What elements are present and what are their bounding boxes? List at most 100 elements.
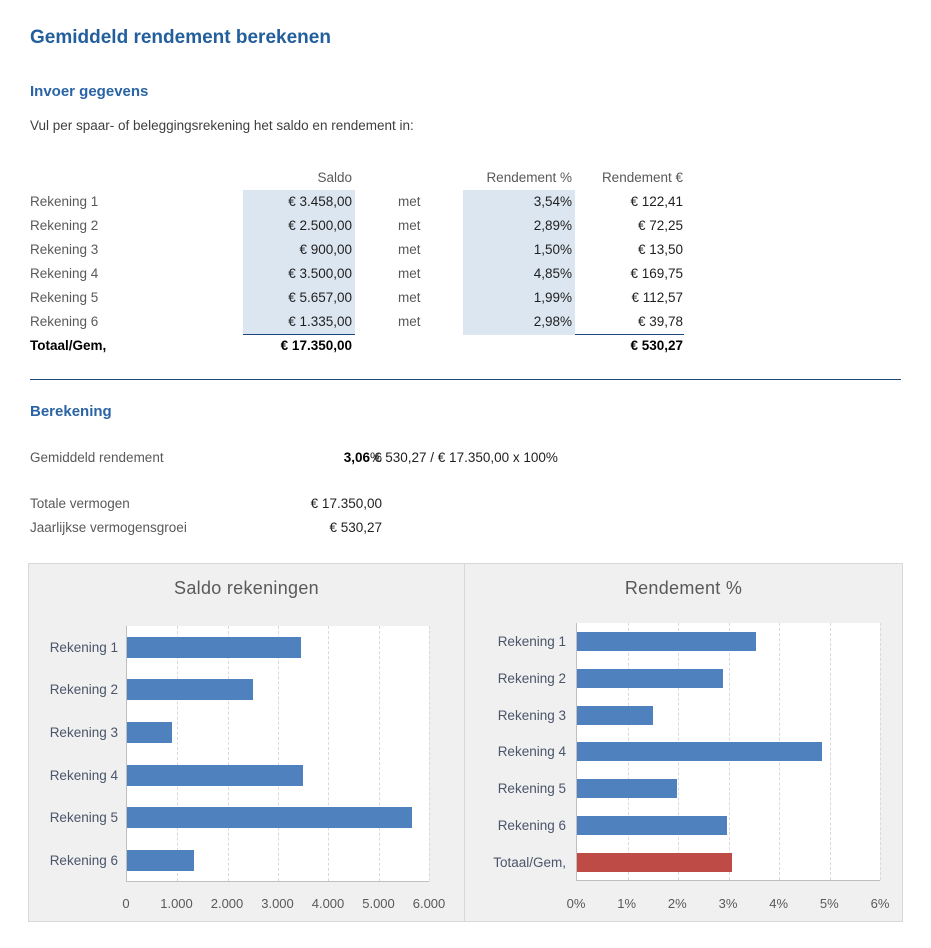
- chart-plot-area: [126, 626, 430, 882]
- col-header-rendement-pct: Rendement %: [486, 170, 572, 185]
- bar-row: [577, 807, 880, 844]
- bar-rekening-6: [127, 850, 195, 872]
- total-rendement-eur-value: € 530,27: [630, 338, 683, 353]
- table-row: Rekening 2 € 2.500,00 met 2,89% € 72,25: [30, 214, 684, 238]
- bar-rekening-4: [127, 764, 304, 786]
- category-label: Rekening 1: [49, 639, 118, 655]
- saldo-input-cell[interactable]: € 900,00: [243, 238, 355, 262]
- category-label: Rekening 5: [497, 781, 566, 797]
- category-label: Rekening 3: [49, 725, 118, 741]
- bar-rekening-6: [577, 816, 728, 836]
- rendement-eur-cell: € 13,50: [637, 242, 683, 257]
- table-row: Rekening 1 € 3.458,00 met 3,54% € 122,41: [30, 190, 684, 214]
- axis-tick-label: 1%: [617, 896, 637, 911]
- gridline: [429, 626, 430, 881]
- account-label: Rekening 2: [30, 218, 99, 233]
- axis-tick-label: 2%: [667, 896, 687, 911]
- rendement-eur-cell: € 112,57: [631, 290, 683, 305]
- calc-label: Gemiddeld rendement: [30, 450, 164, 465]
- calc-label: Totale vermogen: [30, 496, 130, 511]
- rendement-eur-cell: € 72,25: [637, 218, 683, 233]
- bar-rekening-3: [127, 722, 173, 744]
- met-label: met: [398, 266, 421, 281]
- calc-formula: € 530,27 / € 17.350,00 x 100%: [374, 450, 558, 465]
- gridline: [328, 626, 330, 881]
- bar-rekening-1: [127, 636, 302, 658]
- accounts-table: Saldo Rendement % Rendement € Rekening 1…: [30, 166, 684, 358]
- category-label: Rekening 1: [497, 633, 566, 649]
- table-header-row: Saldo Rendement % Rendement €: [30, 166, 684, 190]
- saldo-input-cell[interactable]: € 3.458,00: [243, 190, 355, 214]
- bar-rekening-5: [127, 807, 412, 829]
- met-label: met: [398, 314, 421, 329]
- category-axis: Rekening 1 Rekening 2 Rekening 3 Rekening 4…: [39, 626, 118, 882]
- category-label: Rekening 4: [49, 767, 118, 783]
- rendement-pct-input-cell[interactable]: 2,89%: [463, 214, 575, 238]
- chart-title: Rendement %: [624, 578, 743, 598]
- bar-row: [577, 734, 880, 771]
- col-header-saldo: Saldo: [317, 170, 352, 185]
- gridline: [378, 626, 380, 881]
- rendement-eur-cell: € 169,75: [630, 266, 683, 281]
- axis-tick-label: 3%: [718, 896, 738, 911]
- met-label: met: [398, 194, 421, 209]
- rendement-pct-input-cell[interactable]: 2,98%: [463, 310, 575, 335]
- axis-tick-label: 4.000: [311, 896, 345, 911]
- met-label: met: [398, 290, 421, 305]
- saldo-input-cell[interactable]: € 1.335,00: [243, 310, 355, 335]
- saldo-input-cell[interactable]: € 2.500,00: [243, 214, 355, 238]
- axis-tick-label: 6.000: [412, 896, 446, 911]
- account-label: Rekening 6: [30, 314, 99, 329]
- bar-rekening-5: [577, 779, 678, 799]
- bar-rekening-1: [577, 631, 756, 651]
- bar-row: [127, 797, 429, 840]
- gridline: [829, 623, 831, 880]
- category-label: Rekening 2: [49, 682, 118, 698]
- chart-title: Saldo rekeningen: [174, 578, 319, 598]
- gridline: [278, 626, 279, 881]
- bar-rekening-3: [577, 705, 653, 725]
- axis-tick-label: 4%: [769, 896, 789, 911]
- axis-tick-label: 2.000: [210, 896, 244, 911]
- category-label: Rekening 5: [49, 810, 118, 826]
- account-label: Rekening 1: [30, 194, 99, 209]
- rendement-pct-input-cell[interactable]: 1,99%: [463, 286, 575, 310]
- rendement-pct-input-cell[interactable]: 4,85%: [463, 262, 575, 286]
- bar-rekening-2: [127, 679, 253, 701]
- page-title: Gemiddeld rendement berekenen: [30, 27, 331, 48]
- axis-tick-label: 0%: [566, 896, 586, 911]
- axis-tick-label: 1.000: [160, 896, 193, 911]
- axis-tick-label: 5.000: [362, 896, 395, 911]
- category-label: Totaal/Gem,: [493, 854, 566, 870]
- axis-tick-label: 5%: [819, 896, 839, 911]
- rendement-pct-input-cell[interactable]: 1,50%: [463, 238, 575, 262]
- saldo-input-cell[interactable]: € 3.500,00: [243, 262, 355, 286]
- axis-tick-label: 3.000: [261, 896, 294, 911]
- bar-row: [127, 754, 429, 797]
- bar-row: [127, 839, 429, 882]
- rendement-eur-cell: € 39,78: [575, 310, 684, 335]
- calc-value-jaarlijkse-vermogensgroei: € 530,27: [329, 520, 382, 535]
- account-label: Rekening 4: [30, 266, 99, 281]
- category-label: Rekening 6: [497, 818, 566, 834]
- bar-row: [577, 770, 880, 807]
- saldo-input-cell[interactable]: € 5.657,00: [243, 286, 355, 310]
- chart-plot-area: [576, 623, 881, 881]
- category-label: Rekening 4: [497, 744, 566, 760]
- axis-tick-label: 6%: [870, 896, 890, 911]
- table-row: Rekening 4 € 3.500,00 met 4,85% € 169,75: [30, 262, 684, 286]
- calc-value-gemiddeld: 3,06%: [343, 450, 382, 465]
- rendement-pct-input-cell[interactable]: 3,54%: [463, 190, 575, 214]
- total-label: Totaal/Gem,: [30, 338, 107, 353]
- bar-rekening-4: [577, 742, 822, 762]
- section-heading-invoer: Invoer gegevens: [30, 83, 149, 100]
- charts-area: Saldo rekeningen Rekening 1 Rekening 2 Reke…: [28, 563, 903, 922]
- calc-label: Jaarlijkse vermogensgroei: [30, 520, 187, 535]
- category-label: Rekening 6: [49, 853, 118, 869]
- gridline: [227, 626, 229, 881]
- calc-row-totale-vermogen: Totale vermogen € 17.350,00: [30, 492, 730, 516]
- bar-totaal-gem: [577, 852, 732, 872]
- gridline: [880, 623, 881, 880]
- calc-row-gemiddeld-rendement: Gemiddeld rendement 3,06% € 530,27 / € 1…: [30, 446, 730, 470]
